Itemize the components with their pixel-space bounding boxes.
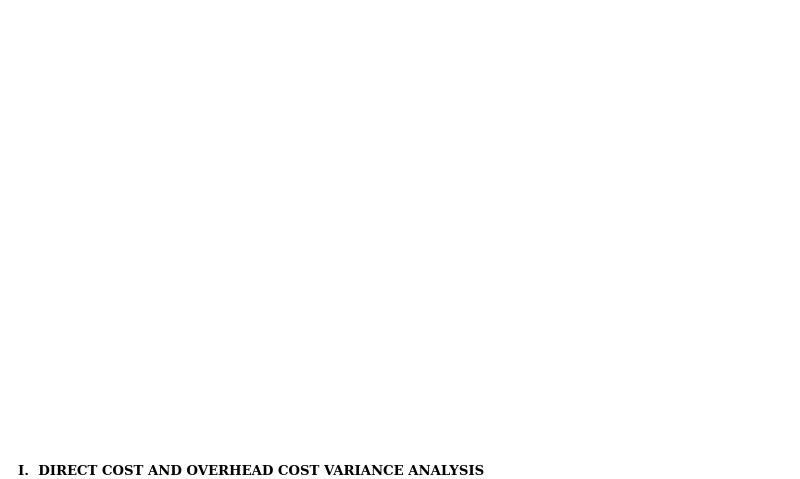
Text: I.  DIRECT COST AND OVERHEAD COST VARIANCE ANALYSIS: I. DIRECT COST AND OVERHEAD COST VARIANC… [18,465,484,478]
